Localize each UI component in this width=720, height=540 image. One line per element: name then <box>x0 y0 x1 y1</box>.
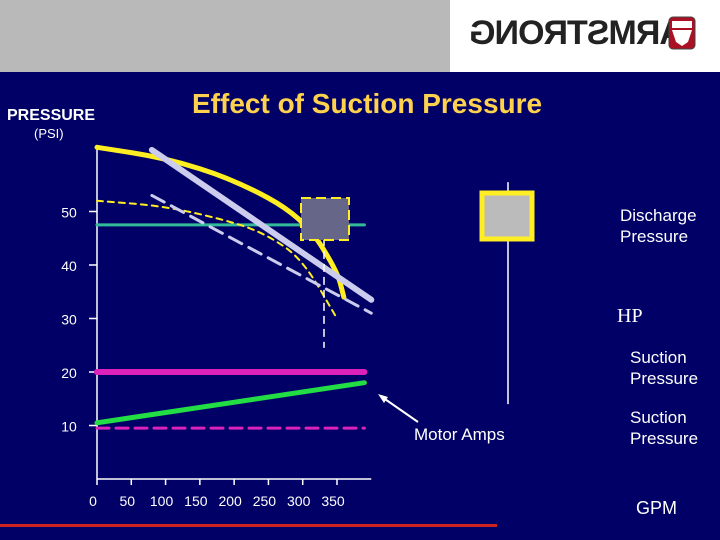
chart-title: Effect of Suction Pressure <box>192 88 543 119</box>
y-tick-label: 10 <box>61 419 77 435</box>
suction-pressure-label-2: Suction Pressure <box>630 408 699 448</box>
x-tick-label: 100 <box>150 493 174 509</box>
motor-amps-arrow <box>381 396 419 423</box>
x-tick-label: 150 <box>184 493 208 509</box>
y-tick-label: 50 <box>61 205 77 221</box>
footer-rule <box>0 524 497 527</box>
y-axis-unit: (PSI) <box>34 126 64 141</box>
x-tick-label: 50 <box>119 493 135 509</box>
series-3 <box>94 380 367 426</box>
x-tick-label: 350 <box>321 493 345 509</box>
x-axis-unit: GPM <box>636 498 678 518</box>
x-tick-label: 250 <box>253 493 277 509</box>
suction-pressure-label: Suction Pressure <box>630 348 699 388</box>
y-tick-label: 40 <box>61 258 77 274</box>
hp-label: HP <box>617 305 643 327</box>
series-7 <box>150 193 373 315</box>
series-6 <box>148 146 375 303</box>
series-4 <box>94 144 347 300</box>
operating-point-box-1 <box>300 197 350 241</box>
operating-point-box-2 <box>479 190 535 242</box>
discharge-pressure-label: Discharge Pressure <box>620 206 697 246</box>
motor-amps-arrowhead <box>378 394 388 403</box>
x-tick-label: 300 <box>287 493 311 509</box>
y-tick-label: 30 <box>61 312 77 328</box>
y-axis-label: PRESSURE <box>7 107 96 124</box>
logo-emblem-icon <box>668 16 696 50</box>
y-tick-label: 20 <box>61 365 77 381</box>
series-5 <box>96 199 338 320</box>
x-tick-label: 200 <box>218 493 242 509</box>
x-tick-label: 0 <box>89 493 97 509</box>
motor-amps-label: Motor Amps <box>414 425 505 444</box>
